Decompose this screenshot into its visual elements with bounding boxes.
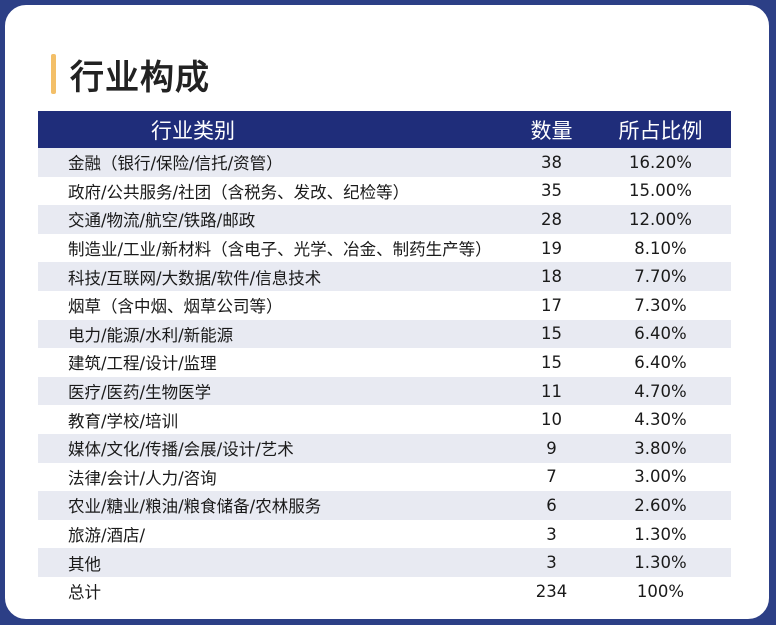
cell-count: 9 [546,438,557,458]
cell-ratio: 2.60% [634,495,687,515]
cell-count: 15 [541,324,562,344]
table-row: 金融（银行/保险/信托/资管） 38 16.20% [38,148,731,177]
cell-industry: 金融（银行/保险/信托/资管） [68,154,283,174]
cell-count: 10 [541,410,562,430]
cell-count: 28 [541,209,562,229]
cell-ratio: 6.40% [634,352,687,372]
table-row: 农业/糖业/粮油/粮食储备/农林服务 6 2.60% [38,491,731,520]
table-row: 制造业/工业/新材料（含电子、光学、冶金、制药生产等） 19 8.10% [38,234,731,263]
table-row: 医疗/医药/生物医学 11 4.70% [38,376,731,406]
cell-ratio: 3.80% [634,438,687,458]
table-row: 媒体/文化/传播/会展/设计/艺术 9 3.80% [38,433,731,463]
cell-industry: 交通/物流/航空/铁路/邮政 [68,211,256,231]
cell-industry: 建筑/工程/设计/监理 [68,354,217,374]
cell-ratio: 1.30% [634,524,687,544]
cell-count: 38 [541,152,562,172]
table-row: 建筑/工程/设计/监理 15 6.40% [38,348,731,377]
table-row: 旅游/酒店/3 1.30% [38,520,731,549]
cell-industry: 农业/糖业/粮油/粮食储备/农林服务 [68,497,322,517]
cell-industry: 制造业/工业/新材料（含电子、光学、冶金、制药生产等） [68,240,492,260]
cell-ratio: 15.00% [629,181,692,201]
cell-count: 18 [541,267,562,287]
cell-count: 234 [535,581,568,601]
cell-ratio: 8.10% [634,238,687,258]
table-row: 教育/学校/培训 10 4.30% [38,405,731,434]
table-row: 法律/会计/人力/咨询 7 3.00% [38,463,731,492]
cell-ratio: 7.70% [634,267,687,287]
cell-ratio: 12.00% [629,209,692,229]
cell-count: 35 [541,181,562,201]
cell-industry: 法律/会计/人力/咨询 [68,468,217,488]
table-row: 总计 234 100% [38,577,731,606]
table-row: 科技/互联网/大数据/软件/信息技术 18 7.70% [38,262,731,291]
page-title: 行业构成 [70,57,210,98]
cell-ratio: 1.30% [634,553,687,573]
cell-industry: 医疗/医药/生物医学 [68,383,212,403]
cell-industry: 其他 [68,554,101,574]
cell-industry: 教育/学校/培训 [68,411,179,431]
cell-count: 7 [546,467,557,487]
cell-count: 6 [546,495,557,515]
cell-industry: 科技/互联网/大数据/软件/信息技术 [68,268,322,288]
cell-industry: 旅游/酒店/ [68,526,146,546]
industry-table: 行业类别 数量 所占比例 金融（银行/保险/信托/资管） 38 16.20% 政府/公… [38,111,731,606]
cell-count: 15 [541,352,562,372]
header-count: 数量 [530,118,573,143]
cell-ratio: 16.20% [629,152,692,172]
section-heading: 行业构成 [51,51,210,98]
cell-industry: 总计 [68,583,101,603]
cell-ratio: 3.00% [634,467,687,487]
header-ratio: 所占比例 [618,118,703,143]
cell-industry: 烟草（含中烟、烟草公司等） [68,297,283,317]
cell-industry: 政府/公共服务/社团（含税务、发改、纪检等） [68,182,410,202]
cell-ratio: 6.40% [634,324,687,344]
table-row: 电力/能源/水利/新能源 15 6.40% [38,319,731,349]
accent-bar [51,54,56,94]
header-industry: 行业类别 [151,118,235,143]
cell-ratio: 100% [636,581,685,601]
cell-industry: 媒体/文化/传播/会展/设计/艺术 [68,440,294,460]
cell-count: 3 [546,553,557,573]
table-row: 政府/公共服务/社团（含税务、发改、纪检等） 35 15.00% [38,177,731,206]
cell-count: 17 [541,295,562,315]
cell-industry: 电力/能源/水利/新能源 [68,325,234,345]
cell-count: 3 [546,524,557,544]
cell-count: 19 [541,238,562,258]
table-row: 其他 3 1.30% [38,548,731,577]
table-header: 行业类别 数量 所占比例 [38,111,731,148]
cell-ratio: 4.30% [634,410,687,430]
table-row: 烟草（含中烟、烟草公司等） 17 7.30% [38,291,731,320]
table-body: 金融（银行/保险/信托/资管） 38 16.20% 政府/公共服务/社团（含税务、发改… [38,148,731,606]
cell-ratio: 7.30% [634,295,687,315]
cell-ratio: 4.70% [634,381,687,401]
cell-count: 11 [541,381,562,401]
table-row: 交通/物流/航空/铁路/邮政 28 12.00% [38,205,731,234]
